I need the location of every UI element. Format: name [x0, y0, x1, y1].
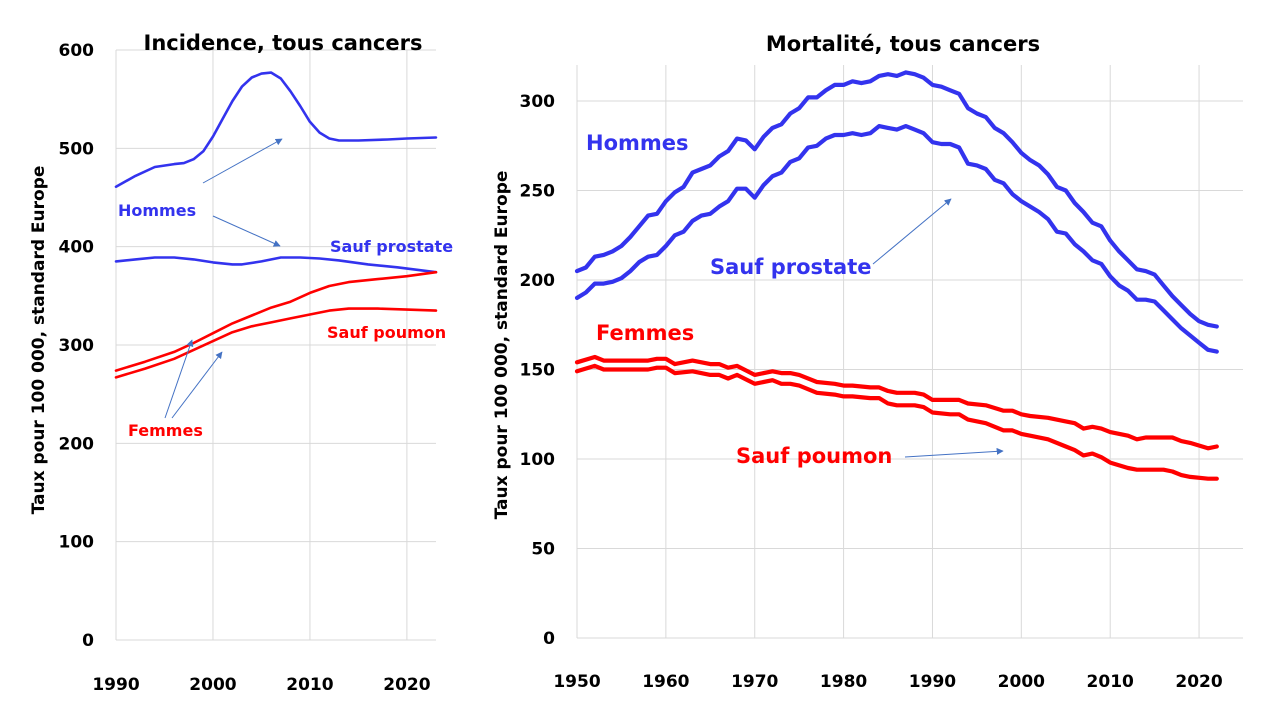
- mortality-annotation-sauf-poumon: Sauf poumon: [736, 444, 892, 468]
- mortality-y-axis-label: Taux pour 100 000, standard Europe: [492, 171, 512, 520]
- incidence-x-tick-label: 2000: [189, 675, 236, 695]
- incidence-title: Incidence, tous cancers: [144, 31, 423, 55]
- incidence-series: [114, 71, 438, 379]
- mortality-y-tick-label: 200: [520, 271, 556, 291]
- incidence-y-tick-label: 500: [59, 139, 95, 159]
- mortality-y-tick-label: 0: [543, 629, 555, 649]
- mortality-x-tick-label: 2010: [1087, 672, 1134, 692]
- mortality-series-femmes: [574, 354, 1219, 451]
- incidence-series-femmes-sauf-poumon: [114, 307, 438, 379]
- mortality-x-ticks: 1950 1960 1970 1980 1990 2000 2010 2020: [553, 672, 1223, 692]
- mortality-y-tick-label: 300: [520, 92, 556, 112]
- incidence-y-tick-label: 0: [82, 631, 94, 651]
- incidence-arrow-femmes-sauf-poumon: [171, 351, 223, 419]
- mortality-arrow-sauf-prostate: [872, 198, 952, 265]
- mortality-annotation-hommes: Hommes: [586, 131, 689, 155]
- incidence-arrow-hommes: [202, 138, 283, 184]
- incidence-chart: 0 100 200 300 400 500 600 1990 2000 2010 2020 Inc…: [29, 31, 453, 695]
- mortality-y-tick-label: 50: [531, 540, 555, 560]
- mortality-series-femmes-sauf-poumon: [574, 363, 1219, 481]
- incidence-y-tick-label: 300: [59, 336, 95, 356]
- mortality-x-tick-label: 1980: [820, 672, 867, 692]
- mortality-y-tick-label: 150: [520, 361, 556, 381]
- incidence-arrow-femmes: [164, 339, 194, 419]
- incidence-y-tick-label: 100: [59, 533, 95, 553]
- mortality-annotation-sauf-prostate: Sauf prostate: [710, 255, 872, 279]
- incidence-series-hommes-sauf-prostate: [114, 256, 438, 274]
- mortality-x-tick-label: 1950: [553, 672, 600, 692]
- mortality-x-tick-label: 2000: [998, 672, 1045, 692]
- mortality-series-hommes-sauf-prostate: [574, 124, 1219, 354]
- mortality-x-tick-label: 1990: [909, 672, 956, 692]
- incidence-x-tick-label: 1990: [92, 675, 139, 695]
- mortality-y-ticks: 0 50 100 150 200 250 300: [520, 92, 556, 649]
- mortality-arrow-sauf-poumon: [904, 447, 1004, 458]
- mortality-y-tick-label: 250: [520, 182, 556, 202]
- incidence-y-ticks: 0 100 200 300 400 500 600: [59, 41, 95, 651]
- mortality-series-hommes: [574, 70, 1219, 329]
- incidence-x-tick-label: 2010: [286, 675, 333, 695]
- mortality-gridlines: [576, 65, 1243, 639]
- mortality-annotation-femmes: Femmes: [596, 321, 694, 345]
- mortality-y-tick-label: 100: [520, 450, 556, 470]
- incidence-y-tick-label: 400: [59, 238, 95, 258]
- incidence-y-tick-label: 200: [59, 434, 95, 454]
- incidence-annotation-sauf-prostate: Sauf prostate: [330, 237, 453, 256]
- mortality-x-tick-label: 2020: [1175, 672, 1222, 692]
- incidence-x-tick-label: 2020: [383, 675, 430, 695]
- incidence-y-axis-label: Taux pour 100 000, standard Europe: [29, 166, 49, 515]
- incidence-series-femmes: [114, 270, 438, 372]
- mortality-x-tick-label: 1960: [642, 672, 689, 692]
- mortality-chart: 0 50 100 150 200 250 300 1950 1960 1970 1980 1990 2…: [492, 32, 1243, 692]
- incidence-series-hommes: [114, 71, 438, 188]
- incidence-annotation-sauf-poumon: Sauf poumon: [327, 323, 446, 342]
- incidence-x-ticks: 1990 2000 2010 2020: [92, 675, 430, 695]
- incidence-annotation-hommes: Hommes: [118, 201, 196, 220]
- mortality-series: [574, 70, 1219, 481]
- incidence-y-tick-label: 600: [59, 41, 95, 61]
- mortality-x-tick-label: 1970: [731, 672, 778, 692]
- incidence-gridlines: [115, 49, 436, 641]
- mortality-title: Mortalité, tous cancers: [766, 32, 1040, 56]
- incidence-arrow-sauf-prostate: [212, 215, 281, 247]
- incidence-annotation-femmes: Femmes: [128, 421, 203, 440]
